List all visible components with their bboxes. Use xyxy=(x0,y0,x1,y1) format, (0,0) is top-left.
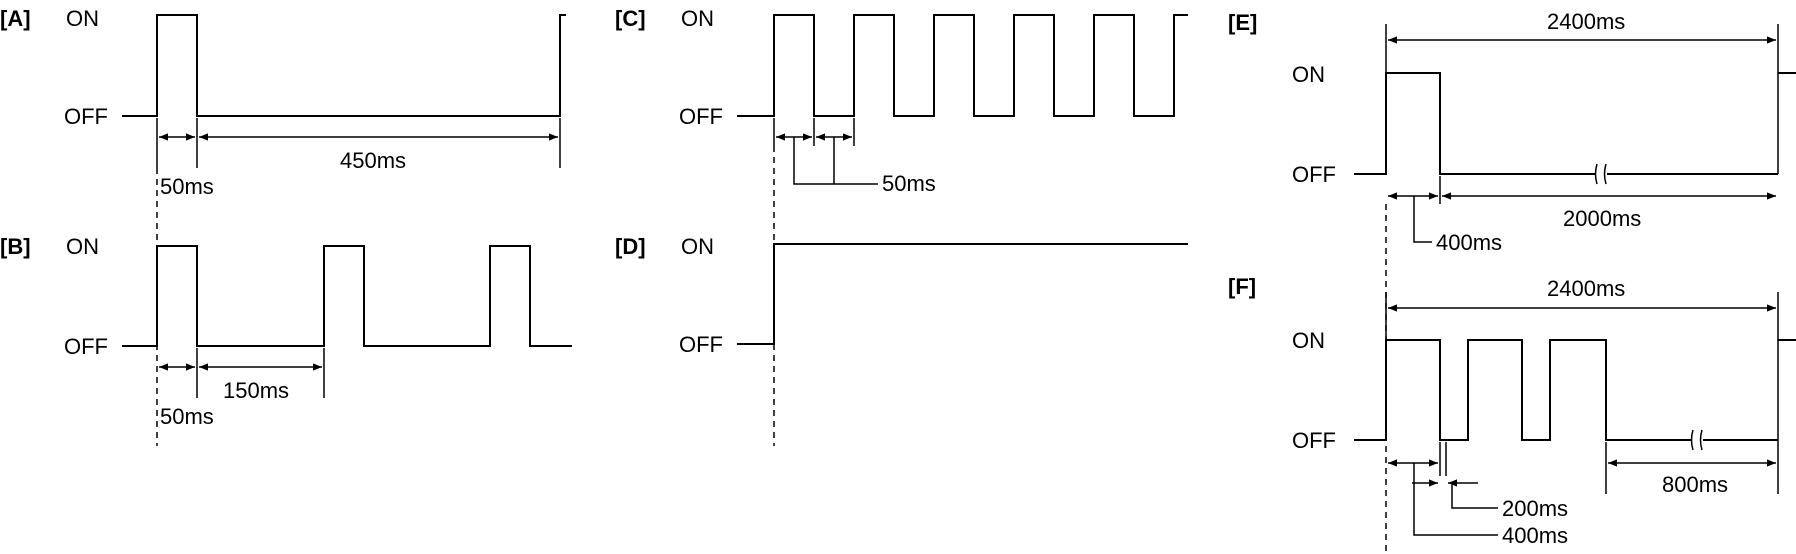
panel-c-duration-label: 50ms xyxy=(882,171,936,196)
panel-d-off-label: OFF xyxy=(679,332,723,357)
panel-a-on-label: ON xyxy=(66,6,99,31)
panel-f: [F] ON OFF 2400ms 200ms 400ms 800ms xyxy=(1228,274,1796,548)
panel-f-label: [F] xyxy=(1228,274,1256,299)
panel-a-duration-label: 50ms xyxy=(160,174,214,199)
panel-e: [E] ON OFF 2400ms 400ms 2000ms xyxy=(1228,9,1796,255)
panel-e-break-mark xyxy=(1594,163,1607,185)
panel-a-waveform xyxy=(122,14,566,117)
panel-b-duration-label: 50ms xyxy=(160,404,214,429)
panel-e-duration-label: 2000ms xyxy=(1563,206,1641,231)
panel-e-off-label: OFF xyxy=(1292,162,1336,187)
panel-d-label: [D] xyxy=(615,234,646,259)
panel-f-on-label: ON xyxy=(1292,328,1325,353)
panel-c: [C] ON OFF 50ms xyxy=(615,6,1188,196)
panel-f-duration-label: 800ms xyxy=(1662,472,1728,497)
panel-f-duration-label: 2400ms xyxy=(1547,276,1625,301)
panel-e-duration-label: 400ms xyxy=(1436,230,1502,255)
panel-e-on-label: ON xyxy=(1292,62,1325,87)
panel-d: [D] ON OFF xyxy=(615,234,1188,357)
panel-e-label: [E] xyxy=(1228,10,1257,35)
panel-c-on-label: ON xyxy=(681,6,714,31)
panel-f-leader xyxy=(1413,463,1498,536)
panel-b: [B] ON OFF 50ms 150ms xyxy=(0,234,572,429)
panel-a-off-label: OFF xyxy=(64,104,108,129)
panel-b-on-label: ON xyxy=(66,234,99,259)
panel-e-leader xyxy=(1413,196,1432,243)
panel-b-label: [B] xyxy=(0,234,31,259)
panel-c-off-label: OFF xyxy=(679,104,723,129)
panel-f-break-mark xyxy=(1690,429,1703,451)
panel-d-waveform xyxy=(737,243,1188,345)
panel-b-duration-label: 150ms xyxy=(223,378,289,403)
panel-f-duration-label: 400ms xyxy=(1502,523,1568,548)
panel-c-leader xyxy=(793,137,878,185)
panel-f-leader xyxy=(1451,483,1498,509)
panel-a-label: [A] xyxy=(0,6,31,31)
panel-e-duration-label: 2400ms xyxy=(1547,9,1625,34)
panel-b-off-label: OFF xyxy=(64,334,108,359)
panel-b-waveform xyxy=(122,245,572,347)
panel-f-waveform xyxy=(1354,339,1692,441)
panel-f-duration-label: 200ms xyxy=(1502,496,1568,521)
panel-c-label: [C] xyxy=(615,6,646,31)
panel-a: [A] ON OFF 50ms 450ms xyxy=(0,6,566,199)
panel-d-on-label: ON xyxy=(681,234,714,259)
panel-e-waveform xyxy=(1354,72,1596,175)
panel-c-waveform xyxy=(737,14,1188,117)
panel-f-off-label: OFF xyxy=(1292,428,1336,453)
panel-a-duration-label: 450ms xyxy=(340,148,406,173)
